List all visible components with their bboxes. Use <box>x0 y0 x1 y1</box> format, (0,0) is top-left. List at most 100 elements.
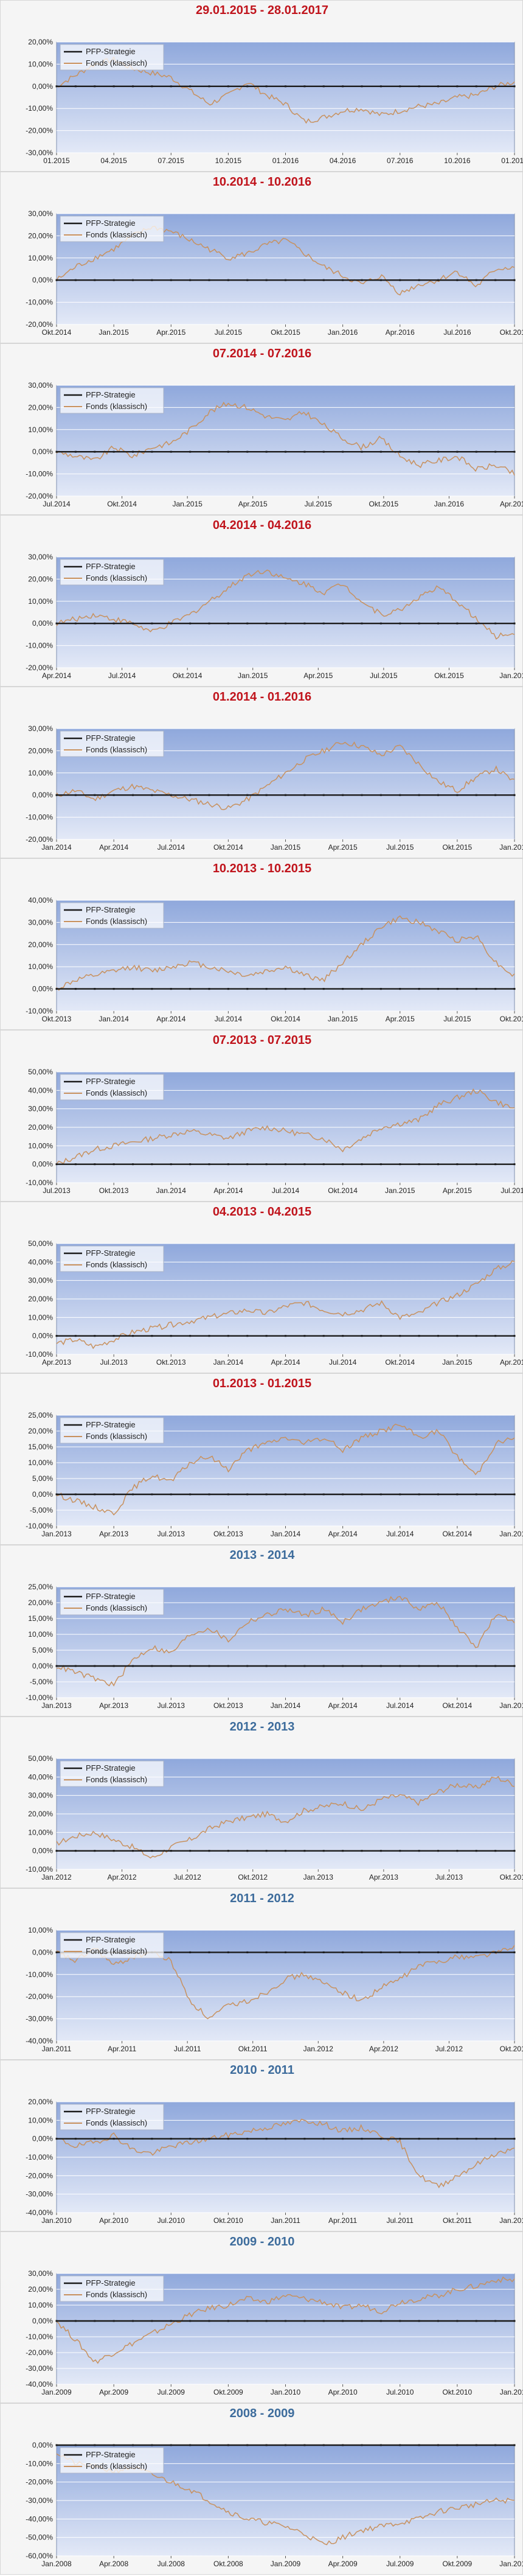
pfp-marker <box>342 2320 344 2322</box>
pfp-marker <box>55 85 58 88</box>
x-tick-label: Apr.2016 <box>386 328 415 337</box>
x-tick-label: Apr.2012 <box>369 2045 398 2053</box>
pfp-marker <box>418 1163 420 1166</box>
pfp-marker <box>437 279 439 281</box>
pfp-marker <box>379 1665 382 1667</box>
y-tick-label: -20,00% <box>26 320 53 329</box>
pfp-marker <box>513 450 516 453</box>
pfp-marker <box>208 1951 210 1953</box>
y-tick-label: -60,00% <box>26 2552 53 2560</box>
pfp-marker <box>456 1850 459 1852</box>
pfp-marker <box>361 1335 363 1337</box>
pfp-marker <box>361 279 363 281</box>
x-tick-label: Jul.2010 <box>158 2216 185 2225</box>
chart-panel: 2009 - 2010 30,00% 20,00% 10,00% 0,00% -10,00… <box>0 2231 523 2403</box>
pfp-marker <box>399 2320 401 2322</box>
x-tick-label: Okt.2014 <box>213 843 243 852</box>
x-tick-label: Okt.2013 <box>213 1530 243 1538</box>
pfp-marker <box>132 1163 134 1166</box>
legend-box <box>60 387 164 414</box>
pfp-marker <box>285 1951 286 1953</box>
x-tick-label: Okt.2013 <box>156 1358 186 1367</box>
x-tick-label: Jul.2014 <box>386 1530 414 1538</box>
x-tick-label: Apr.2013 <box>42 1358 71 1367</box>
pfp-marker <box>285 1850 286 1852</box>
y-tick-label: 40,00% <box>28 1258 53 1266</box>
pfp-marker <box>418 622 420 625</box>
pfp-marker <box>265 1493 268 1496</box>
x-tick-label: Apr.2014 <box>328 1530 358 1538</box>
pfp-marker <box>265 2444 268 2446</box>
pfp-marker <box>322 85 325 88</box>
x-tick-label: Jan.2014 <box>271 1701 301 1710</box>
pfp-marker <box>113 1335 115 1337</box>
pfp-marker <box>189 794 192 796</box>
pfp-marker <box>303 85 306 88</box>
pfp-marker <box>94 1335 96 1337</box>
pfp-marker <box>399 1493 401 1496</box>
y-tick-label: 20,00% <box>28 231 53 240</box>
legend-label-fonds: Fonds (klassisch) <box>86 745 147 754</box>
pfp-marker <box>246 1335 249 1337</box>
pfp-marker <box>285 622 286 625</box>
chart-title: 07.2014 - 07.2016 <box>213 347 311 360</box>
pfp-marker <box>94 2320 96 2322</box>
x-tick-label: Okt.2012 <box>238 1873 268 1881</box>
pfp-marker <box>322 1335 325 1337</box>
pfp-marker <box>132 794 134 796</box>
legend-label-pfp: PFP-Strategie <box>86 1420 136 1429</box>
pfp-marker <box>513 1493 516 1496</box>
pfp-marker <box>513 1951 516 1953</box>
legend-box <box>60 1932 164 1959</box>
x-tick-label: Jul.2010 <box>386 2388 414 2396</box>
x-tick-label: Okt.2014 <box>271 1015 300 1023</box>
pfp-marker <box>189 1493 192 1496</box>
pfp-marker <box>227 622 229 625</box>
pfp-marker <box>303 794 306 796</box>
pfp-marker <box>418 450 420 453</box>
pfp-marker <box>132 279 134 281</box>
pfp-marker <box>74 1493 77 1496</box>
pfp-marker <box>379 85 382 88</box>
pfp-marker <box>74 1163 77 1166</box>
pfp-marker <box>456 279 459 281</box>
pfp-marker <box>494 1951 497 1953</box>
pfp-marker <box>189 1163 192 1166</box>
x-tick-label: Jan.2014 <box>99 1015 129 1023</box>
pfp-marker <box>475 1493 477 1496</box>
y-tick-label: 0,00% <box>32 82 53 91</box>
legend-label-pfp: PFP-Strategie <box>86 1248 136 1258</box>
y-tick-label: 20,00% <box>28 1598 53 1607</box>
pfp-marker <box>456 450 459 453</box>
pfp-marker <box>456 85 459 88</box>
chart-title: 2008 - 2009 <box>230 2407 295 2420</box>
x-tick-label: Apr.2009 <box>99 2388 128 2396</box>
pfp-marker <box>456 1665 459 1667</box>
pfp-marker <box>208 279 210 281</box>
pfp-marker <box>513 1163 516 1166</box>
pfp-marker <box>170 1951 172 1953</box>
pfp-marker <box>189 2320 192 2322</box>
pfp-marker <box>170 2138 172 2140</box>
chart-svg: 2008 - 2009 0,00% -10,00% -20,00% -30,00% -40… <box>26 2407 523 2568</box>
x-tick-label: Jan.2011 <box>271 2216 300 2225</box>
pfp-marker <box>342 85 344 88</box>
x-tick-label: Apr.2012 <box>108 1873 137 1881</box>
pfp-marker <box>494 1335 497 1337</box>
chart-svg: 10.2013 - 10.2015 40,00% 30,00% 20,00% 10,00… <box>26 862 523 1023</box>
y-tick-label: -20,00% <box>26 492 53 500</box>
legend-label-pfp: PFP-Strategie <box>86 2278 136 2287</box>
pfp-marker <box>513 85 516 88</box>
x-tick-label: Okt.2009 <box>213 2388 243 2396</box>
pfp-marker <box>132 988 134 990</box>
pfp-marker <box>170 794 172 796</box>
pfp-marker <box>303 622 306 625</box>
pfp-marker <box>113 2444 115 2446</box>
pfp-marker <box>94 450 96 453</box>
pfp-marker <box>170 450 172 453</box>
chart-panel: 2012 - 2013 50,00% 40,00% 30,00% 20,00% 10,00… <box>0 1717 523 1888</box>
y-tick-label: 10,00% <box>28 254 53 262</box>
x-tick-label: Okt.2009 <box>443 2560 473 2568</box>
pfp-marker <box>189 450 192 453</box>
y-tick-label: 0,00% <box>32 2317 53 2325</box>
